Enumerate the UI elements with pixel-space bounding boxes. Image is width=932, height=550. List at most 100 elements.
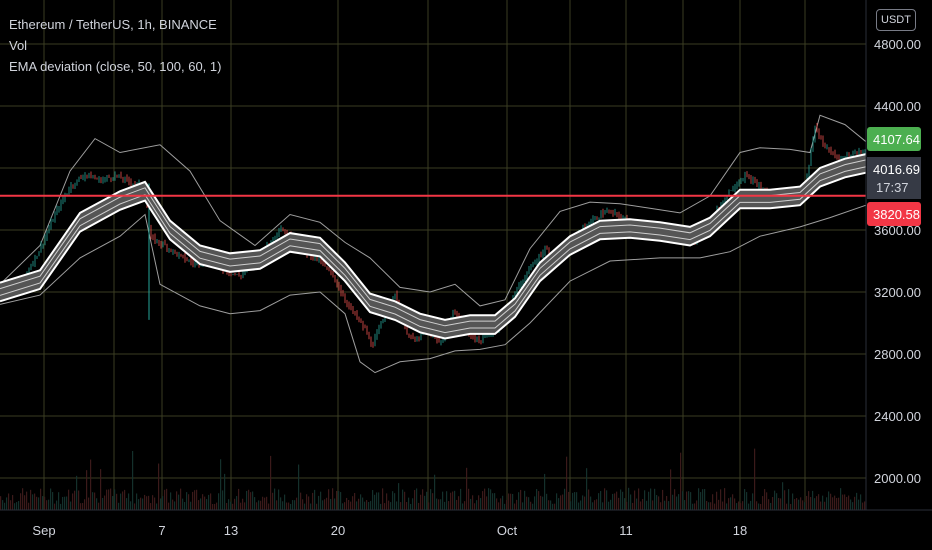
volume-bar — [402, 489, 404, 510]
volume-bar — [348, 499, 350, 510]
price-axis[interactable]: 4800.00 4400.00 3600.00 3200.00 2800.00 2400.… — [865, 0, 921, 510]
volume-bar — [132, 450, 134, 510]
volume-bar — [404, 491, 406, 510]
volume-bar — [740, 503, 742, 510]
volume-bar — [734, 498, 736, 510]
volume-bar — [2, 500, 4, 510]
volume-bar — [238, 488, 240, 510]
volume-bar — [704, 489, 706, 510]
indicator-legend[interactable]: EMA deviation (close, 50, 100, 60, 1) — [9, 59, 222, 74]
volume-bar — [802, 500, 804, 510]
volume-bar — [598, 493, 600, 510]
volume-bar — [624, 498, 626, 510]
volume-bar — [590, 496, 592, 510]
volume-bar — [742, 501, 744, 510]
volume-bar — [620, 489, 622, 510]
volume-bar — [198, 500, 200, 510]
ema-lower-line — [0, 171, 867, 340]
volume-bar — [600, 491, 602, 510]
volume-bar — [370, 500, 372, 510]
line-price-tag-bg — [867, 202, 921, 226]
volume-bar — [112, 496, 114, 510]
volume-bar — [540, 495, 542, 510]
volume-bar — [636, 498, 638, 510]
volume-bar — [794, 499, 796, 510]
volume-bar — [708, 502, 710, 510]
volume-bar — [756, 501, 758, 510]
time-axis[interactable]: Sep 7 13 20 Oct 11 18 — [0, 509, 932, 538]
volume-bar — [292, 500, 294, 510]
volume-bar — [612, 493, 614, 510]
volume-bar — [382, 488, 384, 510]
volume-bar — [6, 497, 8, 510]
volume-bar — [68, 489, 70, 510]
x-tick-label: Oct — [497, 523, 518, 538]
volume-bar — [718, 499, 720, 510]
volume-bar — [252, 491, 254, 510]
volume-bar — [828, 491, 830, 510]
volume-bar — [328, 489, 330, 510]
volume-bar — [650, 488, 652, 510]
last-price-tag-bg — [867, 127, 921, 151]
volume-legend[interactable]: Vol — [9, 38, 28, 53]
volume-bar — [672, 494, 674, 510]
volume-bar — [166, 488, 168, 510]
volume-bar — [262, 496, 264, 510]
volume-bar — [134, 503, 136, 510]
volume-bar — [844, 494, 846, 510]
volume-bar — [250, 492, 252, 510]
volume-bar — [562, 494, 564, 510]
volume-bar — [652, 500, 654, 510]
volume-bar — [864, 501, 866, 510]
volume-bar — [806, 495, 808, 510]
volume-bar — [778, 498, 780, 510]
volume-bar — [140, 497, 142, 510]
volume-bar — [842, 494, 844, 510]
volume-bar — [152, 495, 154, 510]
volume-bar — [480, 498, 482, 510]
volume-bar — [38, 497, 40, 510]
volume-bar — [744, 489, 746, 510]
volume-bar — [362, 497, 364, 510]
volume-bar — [310, 503, 312, 510]
volume-bar — [832, 497, 834, 510]
volume-bar — [372, 490, 374, 510]
volume-bar — [186, 492, 188, 510]
volume-bar — [664, 500, 666, 510]
currency-button[interactable]: USDT — [876, 9, 916, 31]
volume-bar — [194, 490, 196, 510]
volume-bar — [366, 500, 368, 510]
volume-bar — [502, 495, 504, 510]
volume-bar — [854, 496, 856, 510]
volume-bar — [804, 502, 806, 510]
volume-bar — [578, 502, 580, 510]
volume-bar — [230, 501, 232, 510]
volume-bar — [28, 502, 30, 510]
volume-bar — [276, 500, 278, 510]
volume-bar — [654, 488, 656, 510]
volume-bar — [630, 494, 632, 510]
volume-bar — [320, 491, 322, 510]
volume-bar — [564, 488, 566, 510]
volume-bar — [686, 491, 688, 510]
volume-bar — [144, 494, 146, 510]
volume-bar — [660, 502, 662, 510]
volume-bar — [272, 492, 274, 510]
volume-bar — [788, 489, 790, 510]
volume-bar — [658, 496, 660, 510]
symbol-title[interactable]: Ethereum / TetherUS, 1h, BINANCE — [9, 17, 217, 32]
volume-bar — [116, 493, 118, 510]
volume-bar — [712, 494, 714, 510]
volume-bar — [318, 495, 320, 510]
volume-bar — [848, 495, 850, 510]
volume-bar — [616, 491, 618, 510]
volume-bar — [826, 497, 828, 510]
volume-bar — [384, 503, 386, 510]
volume-bar — [428, 502, 430, 510]
volume-bar — [856, 492, 858, 510]
volume-bar — [214, 503, 216, 510]
volume-bar — [556, 493, 558, 510]
volume-bar — [332, 488, 334, 510]
volume-bars — [0, 448, 866, 510]
